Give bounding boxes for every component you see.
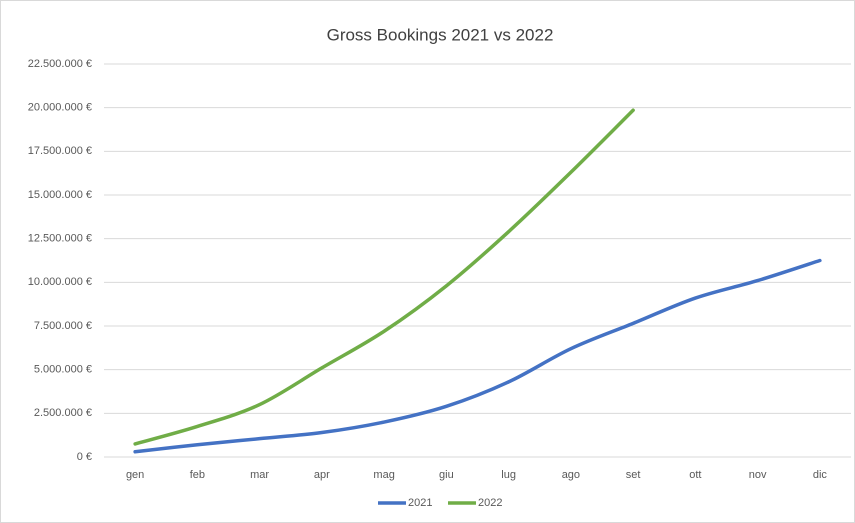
x-tick-label: giu	[439, 469, 454, 481]
y-tick-label: 20.000.000 €	[28, 102, 92, 114]
x-tick-label: mar	[250, 469, 269, 481]
series-line	[133, 108, 635, 446]
y-tick-label: 10.000.000 €	[28, 276, 92, 288]
y-tick-label: 5.000.000 €	[34, 364, 92, 376]
x-tick-label: apr	[314, 469, 330, 481]
y-tick-label: 15.000.000 €	[28, 189, 92, 201]
y-tick-label: 2.500.000 €	[34, 407, 92, 419]
legend-label: 2022	[478, 497, 502, 509]
x-tick-label: ago	[562, 469, 580, 481]
x-tick-label: set	[626, 469, 641, 481]
x-tick-label: mag	[373, 469, 394, 481]
x-tick-label: feb	[190, 469, 205, 481]
y-tick-label: 22.500.000 €	[28, 58, 92, 70]
y-tick-label: 0 €	[77, 451, 92, 463]
x-tick-label: gen	[126, 469, 144, 481]
x-tick-label: nov	[749, 469, 767, 481]
y-tick-label: 17.500.000 €	[28, 145, 92, 157]
y-tick-label: 12.500.000 €	[28, 233, 92, 245]
series-line	[133, 258, 822, 454]
y-tick-label: 7.500.000 €	[34, 320, 92, 332]
chart-title: Gross Bookings 2021 vs 2022	[327, 25, 554, 44]
x-tick-label: dic	[813, 469, 828, 481]
x-tick-label: ott	[689, 469, 701, 481]
legend-label: 2021	[408, 497, 432, 509]
x-tick-label: lug	[501, 469, 516, 481]
